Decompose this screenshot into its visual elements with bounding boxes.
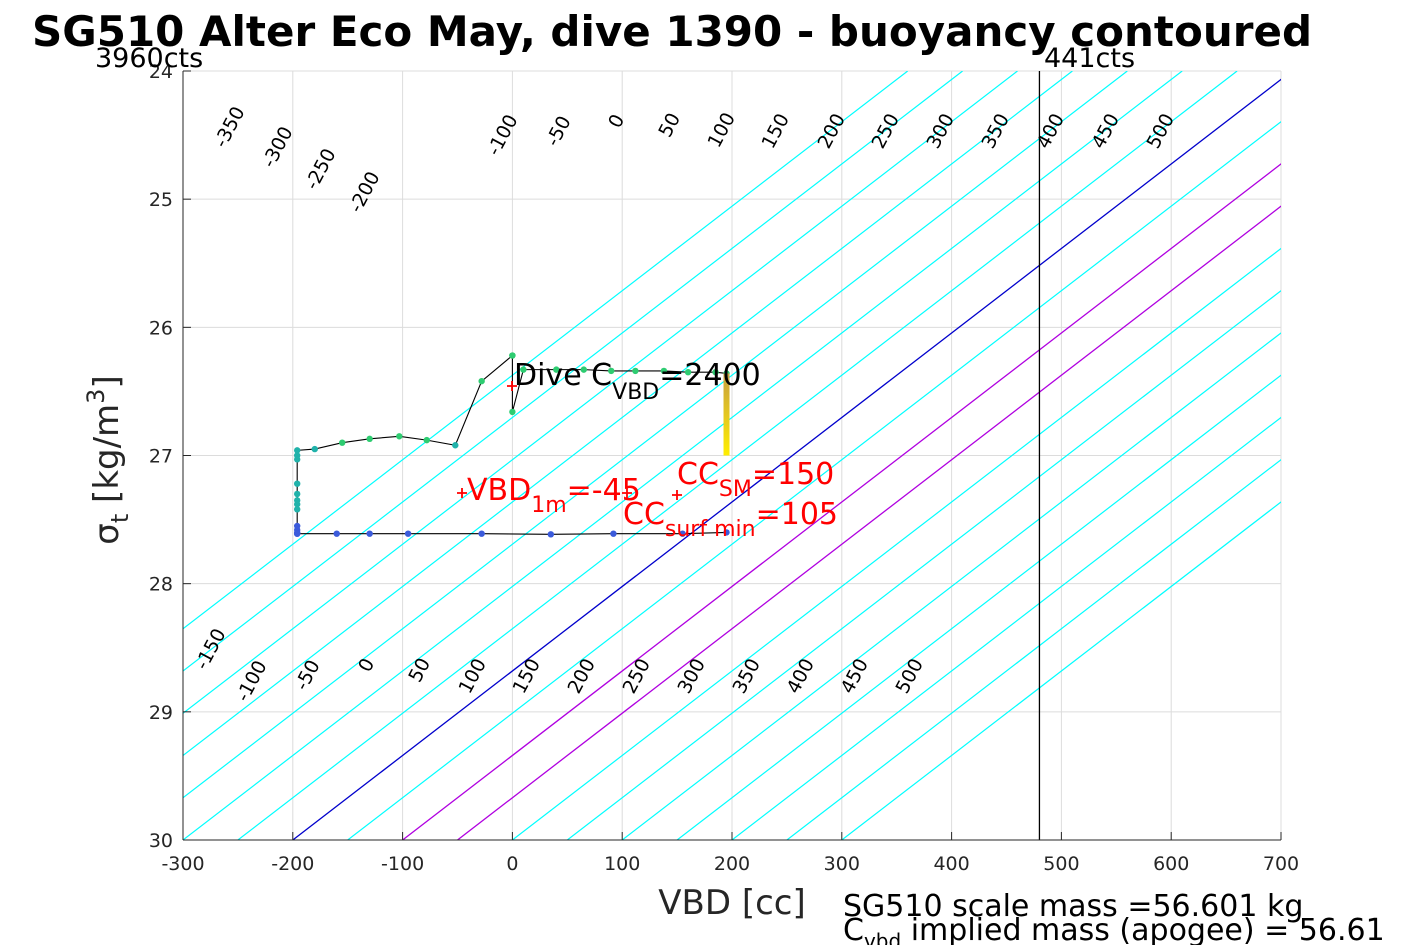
contour-line [621,332,1281,840]
top-left-count-label: 3960cts [95,43,203,74]
data-point [293,480,301,487]
contour-line [347,120,1281,840]
y-axis-label-subscript: t [106,514,134,523]
y-tick-label: 29 [149,702,173,724]
vbd-1m-annotation: VBD1m=-45 [467,473,641,518]
data-point [366,530,373,537]
marker-plus [507,381,517,391]
contour-line [183,71,909,630]
data-point [339,439,346,446]
contour-line [183,71,1073,757]
data-point [610,530,617,537]
data-point [509,408,516,416]
dive-cvbd-annotation: Dive CVBD=2400 [514,358,761,405]
data-point [723,529,730,536]
marker-plus [672,490,682,500]
contour-line [676,374,1281,840]
data-point [553,366,560,373]
data-point [366,435,373,443]
x-tick-label: 700 [1263,853,1299,875]
color-bar [723,373,730,456]
x-tick-label: 100 [604,853,640,875]
data-point [580,366,587,373]
contour-line [237,71,1238,840]
data-point [712,368,719,376]
y-axis-label-symbol: σ [87,523,127,545]
x-tick-label: -100 [381,853,424,875]
y-tick-label: 24 [149,61,173,83]
data-point [333,530,340,537]
top-right-count-label: 441cts [1044,43,1135,74]
data-point [293,456,301,463]
implied-mass-text: Cvbd implied mass (apogee) = 56.61 [843,913,1385,945]
data-point [684,368,692,376]
data-point [660,367,668,375]
marker-plus [622,488,632,498]
data-point [452,442,459,449]
contour-line [731,416,1281,840]
y-axis-label-unit: [kg/m [87,404,127,503]
data-point [293,447,301,454]
axes: -300 -200 -100 0 100 200 300 400 500 600 700 24 25 26… [149,61,1299,875]
y-tick-label: 28 [149,574,173,596]
x-tick-label: 300 [824,853,860,875]
x-tick-label: 200 [714,853,750,875]
data-point [547,531,555,538]
data-point [404,530,412,537]
x-tick-label: -200 [271,853,314,875]
chart-title: SG510 Alter Eco May, dive 1390 - buoyanc… [32,7,1312,56]
y-tick-label: 25 [149,189,173,211]
data-point [293,501,301,508]
scale-mass-text: SG510 scale mass =56.601 kg [843,889,1303,924]
x-tick-label: 400 [933,853,969,875]
x-tick-label: -300 [161,853,204,875]
contour-line [183,71,1128,799]
y-tick-label: 26 [149,317,173,339]
data-point [478,530,485,537]
x-tick-label: 600 [1153,853,1189,875]
contour-line [292,78,1281,840]
data-point [509,352,516,359]
marker-plus [457,488,467,498]
contour-line [786,458,1281,840]
y-tick-label: 27 [149,446,173,468]
x-axis-label: VBD [cc] [658,883,806,923]
data-point [293,490,301,498]
x-tick-label: 0 [506,853,518,875]
contour-line [566,289,1281,840]
cc-sm-annotation: CCSM=150 [677,457,834,502]
data-point [608,367,615,375]
y-axis-label-unit-close: ] [87,375,127,388]
grid [182,70,1282,841]
contour-line [183,71,1183,840]
data-point [478,377,485,385]
svg-text:σt [kg/m3]: σt [kg/m3] [82,375,134,544]
contour-line [183,71,963,672]
y-axis-label-unit-superscript: 3 [82,389,110,404]
cc-surf-min-annotation: CCsurf min=105 [623,497,838,542]
data-point [311,445,318,453]
data-point [293,506,301,513]
markers [457,381,682,500]
data-point [520,366,527,373]
contour-line [841,501,1281,840]
contour-line [512,247,1281,840]
y-tick-label: 30 [149,830,173,852]
data-point [396,433,403,440]
data-point [632,367,639,375]
x-tick-label: 500 [1043,853,1079,875]
data-point [293,530,301,537]
data-point [679,530,686,537]
contour-lines [183,71,1281,840]
contour-line [402,163,1281,840]
dive-trajectory [293,352,730,538]
y-axis-label: σt [kg/m3] [82,375,134,544]
data-point [423,436,430,444]
contour-line [457,205,1281,840]
